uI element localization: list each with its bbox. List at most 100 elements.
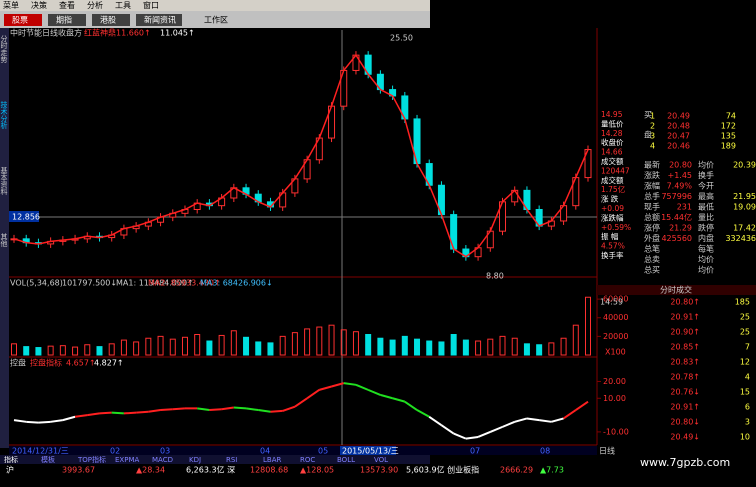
ind-segment — [416, 409, 430, 418]
volume-bar — [572, 324, 579, 356]
ind-segment — [331, 382, 345, 388]
side-stat: 1.75亿 — [601, 184, 626, 194]
quote-cell: 外盘 — [644, 233, 660, 243]
buy-label: 买 — [644, 111, 652, 120]
menu-item[interactable]: 工具 — [115, 1, 131, 10]
bid-cell: 20.48 — [667, 122, 690, 131]
trade-cell: 20.90↑ — [670, 328, 700, 337]
toolbar-label[interactable]: 港股 — [100, 15, 116, 25]
side-tab[interactable]: 其他 — [0, 233, 8, 248]
quote-cell: 总买 — [644, 265, 660, 275]
side-tab[interactable]: 技术分析 — [0, 100, 8, 130]
side-stat: 涨 跌 — [601, 194, 619, 204]
indicator-tab[interactable]: 模板 — [41, 455, 55, 464]
side-tab[interactable]: 基本资料 — [0, 166, 8, 196]
menu-item[interactable]: 查看 — [59, 0, 75, 10]
trade-cell: 20.80↓ — [670, 418, 700, 427]
status-item: ▲128.05 — [300, 466, 334, 475]
trade-cell: 20.78↑ — [670, 373, 700, 382]
indicator-tab[interactable]: BOLL — [337, 456, 355, 464]
indicator-tab[interactable]: LBAR — [263, 456, 281, 464]
toolbar-label[interactable]: 工作区 — [204, 15, 228, 25]
side-tab[interactable]: 分时走势 — [0, 34, 8, 64]
bid-cell: 20.47 — [667, 132, 690, 141]
status-item: 5,603.9亿 创业板指 — [406, 465, 479, 475]
toolbar-label[interactable]: 期指 — [56, 15, 72, 25]
indicator-tab[interactable]: TOP指标 — [77, 455, 106, 464]
ind-segment — [209, 408, 222, 412]
indicator-tab[interactable]: VOL — [374, 456, 388, 464]
bid-cell: 135 — [721, 132, 736, 141]
toolbar-button[interactable] — [48, 14, 86, 26]
ind-segment — [245, 407, 259, 412]
status-item: 6,263.3亿 深 — [186, 465, 235, 475]
trade-cell: 12 — [740, 358, 750, 367]
volume-bar — [84, 344, 91, 356]
trade-cell: 185 — [735, 298, 750, 307]
volume-bar — [340, 329, 347, 356]
toolbar-button[interactable] — [4, 14, 42, 26]
toolbar-label[interactable]: 股票 — [12, 16, 28, 25]
quote-cell: 涨跌 — [644, 170, 660, 180]
menu-item[interactable]: 菜单 — [3, 0, 19, 10]
toolbar-label[interactable]: 新闻资讯 — [144, 15, 176, 25]
menu-item[interactable]: 窗口 — [143, 0, 159, 10]
status-item: 沪 — [6, 465, 14, 475]
ind-segment — [453, 432, 467, 440]
ind-segment — [160, 408, 173, 412]
trade-cell: 6 — [745, 403, 750, 412]
quote-cell: 总笔 — [644, 244, 660, 254]
ind-segment — [99, 411, 112, 415]
indicator-tab[interactable]: KDJ — [189, 456, 201, 464]
volume-bar — [243, 336, 250, 356]
toolbar-button[interactable] — [92, 14, 130, 26]
status-item: 3993.67 — [62, 466, 95, 475]
volume-bar — [218, 334, 225, 356]
bid-cell: 172 — [721, 122, 736, 131]
indicator-tab[interactable]: RSI — [226, 456, 237, 464]
trade-cell: 4 — [745, 373, 750, 382]
ind-segment — [123, 411, 137, 415]
side-stat: 量低价 — [601, 118, 624, 128]
status-item: ▲28.34 — [136, 466, 165, 475]
trade-cell: 15 — [740, 388, 750, 397]
quote-cell: 15.44亿 — [661, 212, 692, 222]
volume-bar — [511, 337, 518, 356]
quote-cell: 231 — [677, 203, 692, 212]
ind-segment — [13, 419, 27, 423]
trade-cell: 10 — [740, 433, 750, 442]
menu-bar — [0, 0, 430, 11]
menu-item[interactable]: 分析 — [87, 0, 103, 10]
indicator-tab[interactable]: MACD — [152, 456, 173, 464]
volume-bar — [279, 335, 286, 356]
volume-bar — [181, 336, 188, 356]
disk-label: 盘 — [644, 130, 652, 140]
quote-cell: +1.45 — [667, 171, 692, 180]
indicator-tab[interactable]: EXPMA — [115, 456, 139, 464]
trade-cell: 20.85↑ — [670, 343, 700, 352]
bid-cell: 189 — [721, 142, 736, 151]
menu-item[interactable]: 决策 — [31, 0, 47, 10]
trade-cell: 14:59 — [600, 298, 623, 307]
date-label: 08 — [540, 447, 550, 456]
ind-segment — [477, 430, 491, 438]
ind-segment — [489, 425, 503, 433]
ind-tick-label: 10.00 — [603, 394, 626, 403]
indicator-tab[interactable]: ROC — [300, 456, 315, 464]
quote-cell: 量比 — [698, 212, 714, 222]
side-stat: 换手率 — [601, 250, 624, 260]
trade-cell: 7 — [745, 343, 750, 352]
volume-bar — [328, 324, 335, 356]
quote-cell: 总手 — [644, 191, 660, 201]
vol-stat: MA1: 113484.000↑ — [116, 279, 194, 288]
chart-subtitle: 收盘方 — [58, 28, 82, 38]
side-stat: 14.66 — [601, 148, 623, 157]
quote-cell: 19.09 — [733, 203, 756, 212]
volume-bar — [23, 346, 30, 356]
volume-bar — [365, 334, 372, 356]
legend-value: 11.660↑ — [116, 29, 151, 38]
volume-bar — [47, 345, 54, 356]
indicator-tab[interactable]: 指标 — [4, 455, 18, 464]
toolbar-button[interactable] — [136, 14, 182, 26]
